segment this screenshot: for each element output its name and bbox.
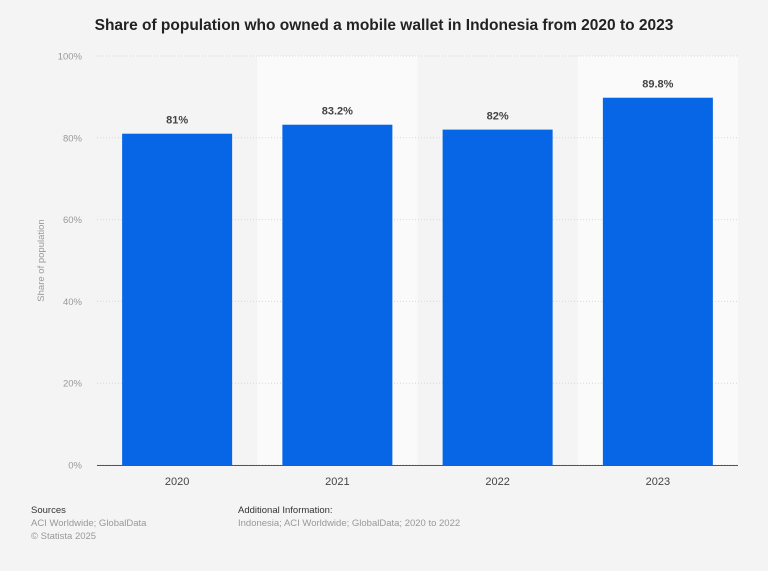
y-tick-label: 100% [58, 52, 83, 63]
y-tick-label: 20% [63, 379, 83, 390]
additional-info-heading: Additional Information: [238, 505, 333, 516]
x-tick-label: 2022 [485, 476, 509, 488]
x-tick-label: 2021 [325, 476, 349, 488]
copyright: © Statista 2025 [31, 531, 97, 542]
sources-heading: Sources [31, 505, 66, 516]
y-tick-label: 60% [63, 215, 83, 226]
bar-2020 [122, 133, 233, 465]
additional-info-block: Additional Information: Indonesia; ACI W… [238, 504, 460, 530]
bar-2022 [442, 129, 553, 465]
data-label: 83.2% [322, 106, 353, 118]
data-label: 82% [487, 111, 509, 123]
sources-block: Sources ACI Worldwide; GlobalData © Stat… [31, 504, 146, 543]
bar-2021 [282, 124, 393, 465]
data-label: 81% [166, 115, 188, 127]
y-axis-label: Share of population [36, 219, 47, 301]
y-tick-label: 80% [63, 133, 83, 144]
bar-2023 [602, 97, 713, 465]
bar-chart: 0% 20% 40% 60% 80% 100% 81% 2020 83.2% 2021 82% 202… [36, 52, 738, 488]
chart-title: Share of population who owned a mobile w… [94, 17, 674, 34]
x-tick-label: 2023 [646, 476, 670, 488]
sources-text: ACI Worldwide; GlobalData [31, 518, 147, 529]
x-tick-label: 2020 [165, 476, 189, 488]
y-tick-label: 40% [63, 297, 83, 308]
data-label: 89.8% [642, 79, 673, 91]
y-tick-label: 0% [68, 461, 82, 472]
additional-info-text: Indonesia; ACI Worldwide; GlobalData; 20… [238, 518, 461, 529]
